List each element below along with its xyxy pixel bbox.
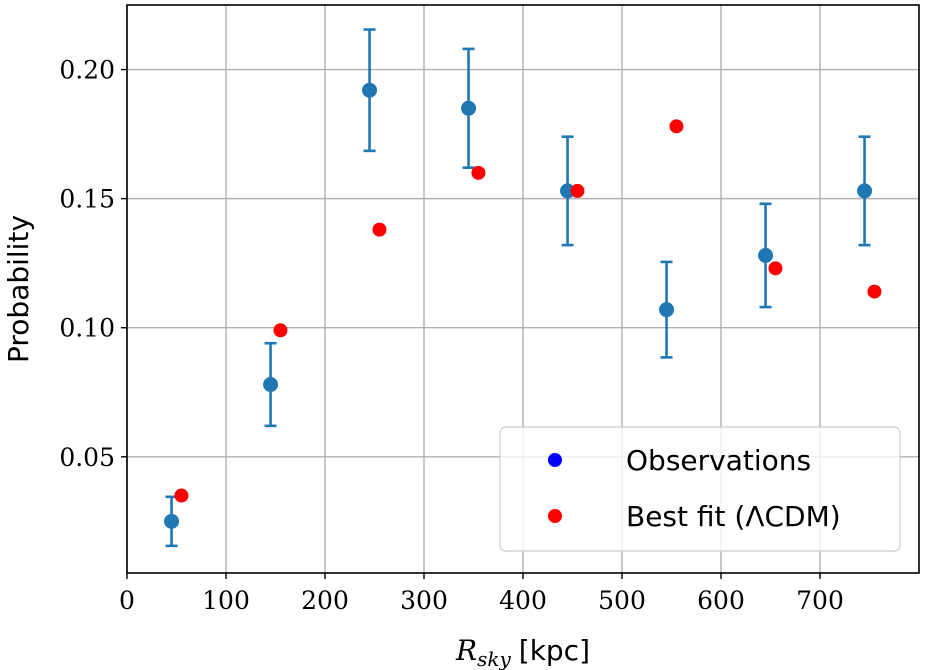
x-tick-label: 0 (119, 586, 135, 615)
y-axis-title: Probability (2, 215, 35, 363)
legend-label-observations: Observations (626, 444, 811, 477)
best-fit-point (471, 165, 486, 180)
observations-series (164, 28, 873, 548)
x-tick-label: 700 (796, 586, 844, 615)
x-tick-label: 200 (301, 586, 349, 615)
y-tick-label: 0.10 (59, 314, 115, 343)
best-fit-series (174, 119, 882, 503)
y-tick-label: 0.05 (59, 443, 115, 472)
x-tick-label: 500 (598, 586, 646, 615)
legend-marker-observations (548, 453, 562, 467)
best-fit-point (768, 261, 783, 276)
observation-point (758, 247, 774, 263)
legend-label-best-fit: Best fit (ΛCDM) (626, 500, 841, 533)
x-tick-label: 300 (400, 586, 448, 615)
y-tick-label: 0.20 (59, 56, 115, 85)
legend-marker-best-fit (548, 509, 562, 523)
observation-point (461, 100, 477, 116)
x-axis: 0 100 200 300 400 500 600 700 (119, 573, 844, 615)
observation-point (659, 302, 675, 318)
observation-point (164, 513, 180, 529)
x-tick-label: 400 (499, 586, 547, 615)
y-axis: 0.05 0.10 0.15 0.20 (59, 56, 127, 472)
x-tick-label: 100 (202, 586, 250, 615)
best-fit-point (174, 488, 189, 503)
legend: Observations Best fit (ΛCDM) (499, 426, 901, 552)
observation-point (362, 82, 378, 98)
best-fit-point (669, 119, 684, 134)
best-fit-point (867, 284, 882, 299)
best-fit-point (570, 183, 585, 198)
x-axis-title: Rsky [kpc] (455, 634, 590, 670)
observation-point (263, 377, 279, 393)
x-axis-title-sub: sky (477, 647, 511, 670)
y-tick-label: 0.15 (59, 185, 115, 214)
observation-point (560, 183, 576, 199)
best-fit-point (273, 323, 288, 338)
x-axis-title-main: R (455, 634, 477, 667)
legend-box (499, 426, 901, 552)
best-fit-point (372, 222, 387, 237)
x-tick-label: 600 (697, 586, 745, 615)
observation-point (857, 183, 873, 199)
x-axis-title-unit: [kpc] (519, 634, 590, 667)
